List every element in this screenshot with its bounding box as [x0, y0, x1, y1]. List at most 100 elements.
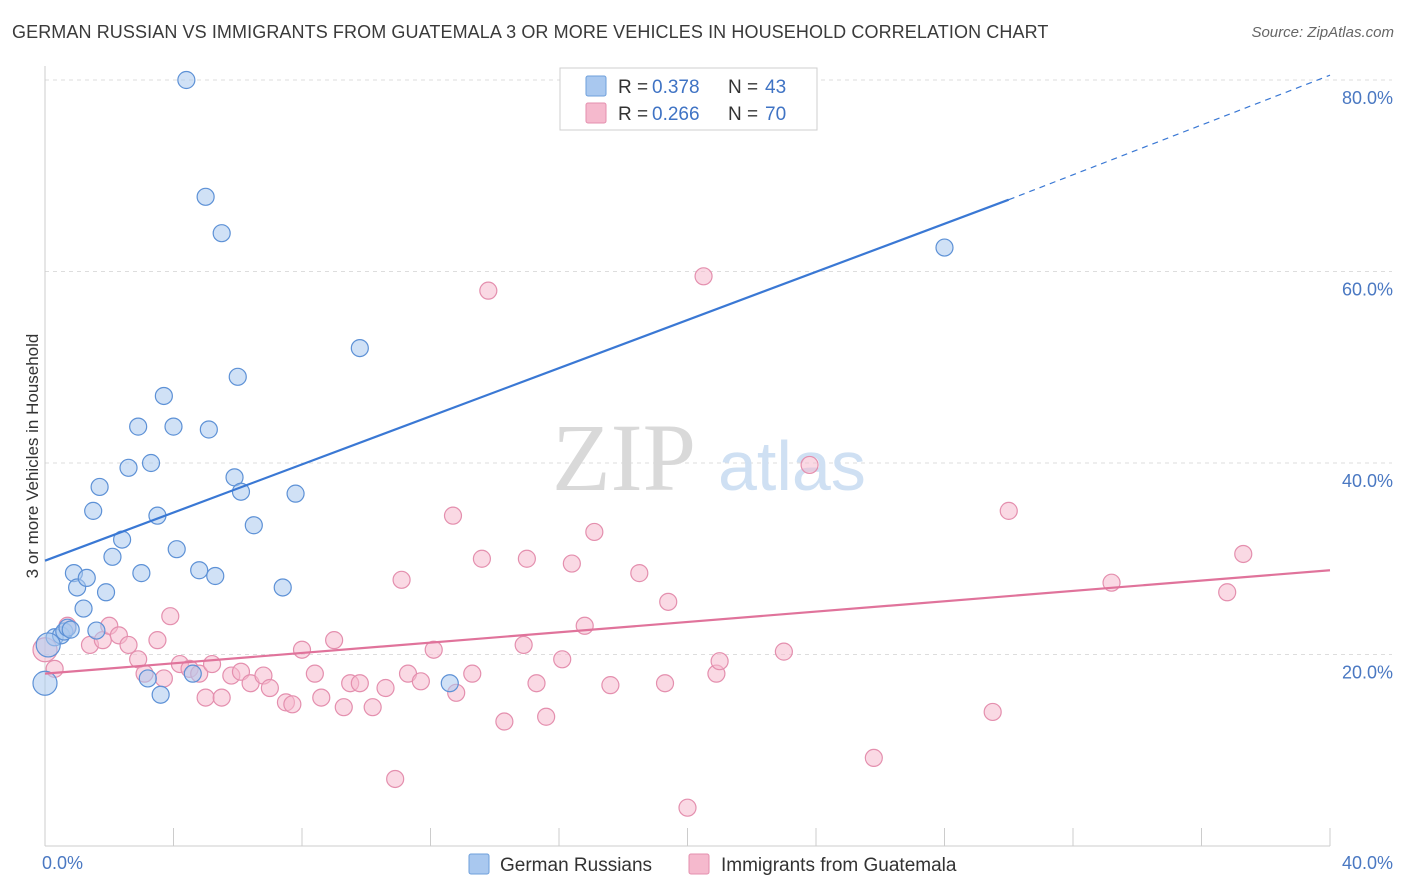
german-russians-point-5 — [61, 620, 80, 639]
german-russians-point-12 — [90, 477, 109, 497]
guatemala-point-67 — [1218, 583, 1237, 602]
guatemala-point-28 — [325, 631, 344, 650]
grid-lines — [45, 79, 1392, 655]
guatemala-point-27 — [312, 688, 331, 707]
german-russians-point-38 — [286, 484, 305, 503]
german-russians-point-8 — [74, 599, 93, 618]
guatemala-point-42 — [479, 281, 498, 300]
bottom-legend-swatch-blue — [468, 853, 490, 875]
guatemala-point-65 — [999, 501, 1018, 520]
german-russians-point-37 — [273, 578, 292, 597]
trend-line-german-russians — [44, 198, 1010, 562]
german-russians-point-22 — [151, 685, 170, 704]
guatemala-point-54 — [630, 564, 649, 583]
guatemala-point-17 — [212, 688, 231, 707]
guatemala-point-41 — [463, 664, 482, 683]
german-russians-point-18 — [132, 564, 151, 583]
german-russians-point-0 — [32, 670, 58, 696]
german-russians-point-14 — [103, 547, 122, 566]
series-german-russians-points — [32, 70, 954, 704]
guatemala-point-43 — [472, 549, 491, 568]
guatemala-point-46 — [517, 549, 536, 568]
guatemala-point-10 — [154, 669, 173, 688]
trend-line-german-russians-extension — [1008, 74, 1331, 201]
y-tick-label-20: 20.0% — [1342, 663, 1393, 683]
trend-lines — [44, 74, 1331, 675]
guatemala-point-11 — [161, 607, 180, 626]
guatemala-point-9 — [148, 631, 167, 650]
guatemala-point-58 — [694, 267, 713, 286]
guatemala-point-56 — [659, 592, 678, 611]
guatemala-point-44 — [495, 712, 514, 731]
correlation-legend: R = 0.378 N = 43 R = 0.266 N = 70 — [559, 67, 818, 131]
guatemala-point-57 — [678, 798, 697, 817]
guatemala-point-52 — [585, 522, 604, 542]
guatemala-point-38 — [424, 640, 443, 659]
guatemala-point-45 — [514, 635, 533, 655]
x-tick-label-max: 40.0% — [1342, 853, 1393, 873]
guatemala-point-50 — [562, 554, 581, 573]
legend-n-value-pink: 70 — [765, 104, 786, 125]
guatemala-point-25 — [292, 640, 312, 659]
german-russians-point-24 — [164, 417, 183, 436]
guatemala-point-60 — [710, 652, 729, 671]
german-russians-point-10 — [84, 501, 103, 520]
german-russians-point-39 — [350, 339, 369, 358]
chart-title: GERMAN RUSSIAN VS IMMIGRANTS FROM GUATEM… — [12, 22, 1049, 42]
y-tick-label-60: 60.0% — [1342, 280, 1393, 300]
german-russians-point-19 — [138, 669, 157, 688]
guatemala-point-47 — [527, 674, 546, 693]
legend-r-label-blue: R = — [618, 77, 648, 98]
german-russians-point-28 — [190, 561, 209, 580]
legend-swatch-blue — [585, 75, 607, 97]
guatemala-point-31 — [350, 674, 369, 693]
german-russians-point-40 — [440, 674, 459, 693]
source-label: Source: ZipAtlas.com — [1251, 24, 1394, 41]
german-russians-point-20 — [141, 453, 161, 473]
german-russians-point-31 — [206, 566, 225, 586]
guatemala-point-53 — [601, 676, 620, 695]
german-russians-point-36 — [244, 516, 263, 535]
german-russians-point-16 — [119, 458, 138, 477]
german-russians-point-30 — [199, 420, 218, 439]
guatemala-point-55 — [655, 674, 675, 693]
legend-r-value-blue: 0.378 — [652, 77, 700, 98]
legend-r-label-pink: R = — [618, 104, 648, 125]
series-guatemala-points — [32, 267, 1253, 817]
german-russians-point-17 — [129, 417, 148, 436]
guatemala-point-22 — [260, 678, 279, 698]
guatemala-point-16 — [202, 654, 222, 674]
guatemala-point-40 — [443, 506, 463, 525]
german-russians-point-23 — [154, 386, 173, 406]
guatemala-point-6 — [119, 635, 138, 655]
guatemala-point-48 — [537, 707, 556, 726]
legend-swatch-pink — [585, 102, 607, 124]
watermark-zip: ZIP — [552, 404, 696, 511]
y-tick-label-40: 40.0% — [1342, 471, 1393, 491]
guatemala-point-15 — [196, 688, 215, 707]
bottom-legend-label-pink: Immigrants from Guatemala — [721, 855, 957, 876]
german-russians-point-13 — [96, 583, 116, 602]
german-russians-point-32 — [212, 224, 231, 243]
guatemala-point-33 — [376, 678, 395, 698]
guatemala-point-24 — [283, 695, 302, 714]
legend-r-value-pink: 0.266 — [652, 104, 700, 125]
legend-n-label-pink: N = — [728, 104, 758, 125]
bottom-legend-swatch-pink — [688, 853, 710, 875]
german-russians-point-9 — [77, 568, 96, 588]
axes — [44, 66, 1331, 847]
guatemala-point-68 — [1234, 544, 1253, 564]
watermark-atlas: atlas — [718, 427, 866, 505]
guatemala-point-37 — [411, 672, 430, 691]
guatemala-point-34 — [386, 769, 405, 789]
guatemala-point-62 — [800, 455, 819, 475]
guatemala-point-49 — [553, 650, 572, 669]
legend-n-value-blue: 43 — [765, 77, 786, 98]
german-russians-point-34 — [228, 367, 247, 386]
guatemala-point-35 — [392, 570, 411, 589]
guatemala-point-63 — [864, 748, 883, 768]
german-russians-point-26 — [177, 70, 196, 90]
y-axis-label: 3 or more Vehicles in Household — [23, 334, 42, 579]
series-legend: German Russians Immigrants from Guatemal… — [468, 853, 957, 876]
